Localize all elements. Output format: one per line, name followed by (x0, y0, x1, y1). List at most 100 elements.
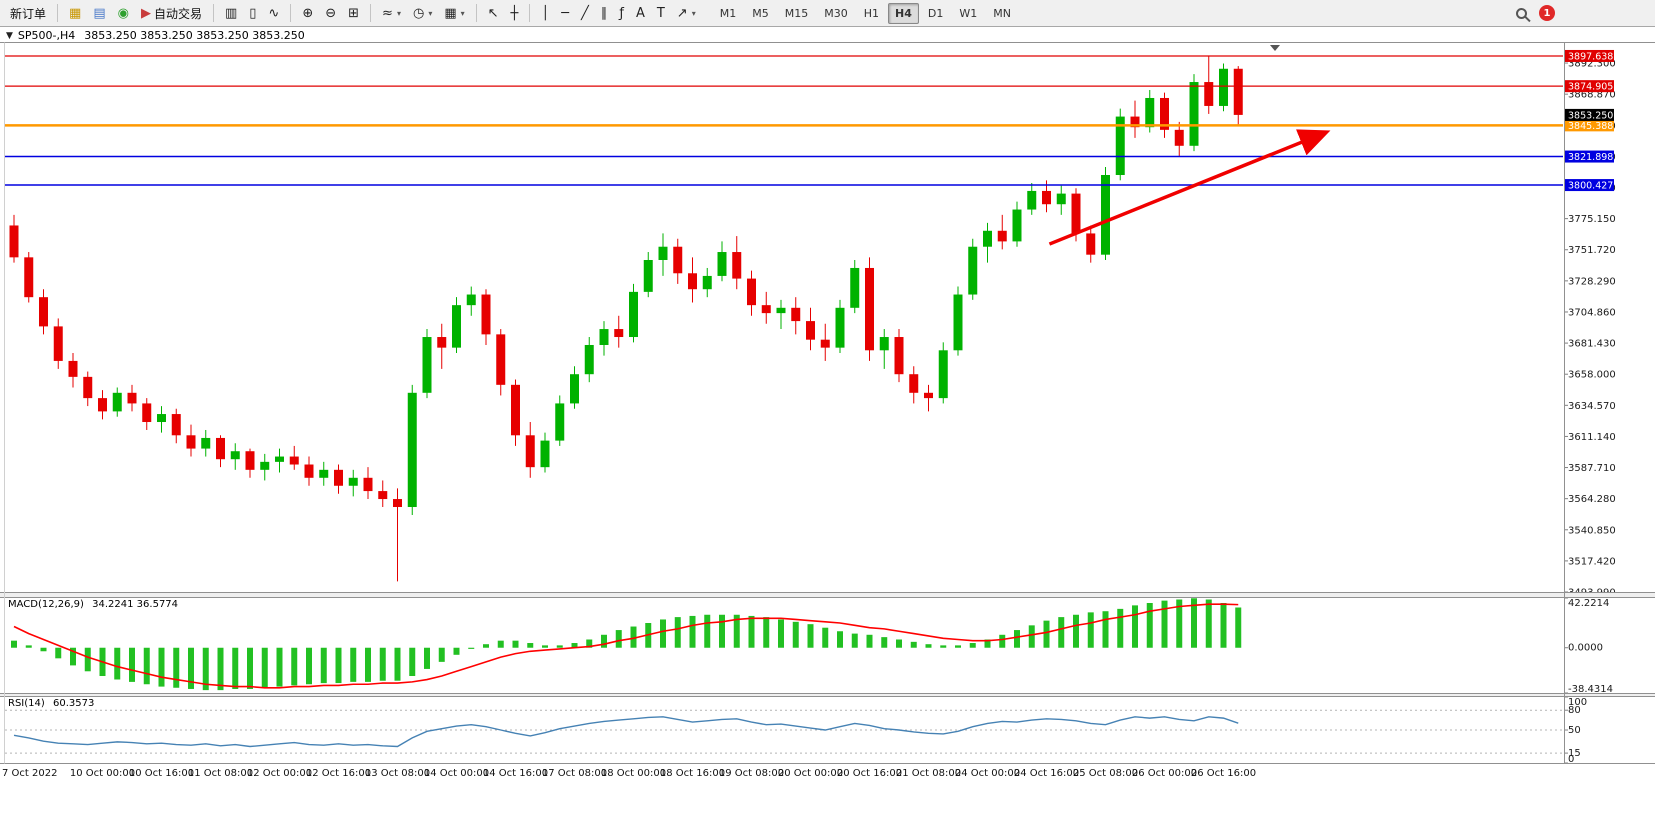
equidistant-channel-button[interactable]: ∥ (596, 5, 613, 22)
tile-windows-button[interactable]: ⊞ (343, 5, 364, 22)
new-order-button[interactable]: 新订单 (5, 3, 51, 24)
trend-arrow-annotation (1048, 129, 1331, 246)
timeframe-group: M1 M5 M15 M30 H1 H4 D1 W1 MN (712, 2, 1019, 24)
profiles-icon: ▤ (93, 5, 106, 21)
profiles-button[interactable]: ▤ (88, 5, 110, 22)
market-watch-button[interactable]: ◉ (113, 5, 134, 22)
text-icon: A (635, 5, 645, 21)
svg-text:3897.638: 3897.638 (1568, 51, 1613, 62)
svg-text:100: 100 (1568, 697, 1587, 708)
svg-text:3868.870: 3868.870 (1568, 90, 1616, 101)
chevron-down-icon[interactable]: ▼ (6, 30, 13, 41)
timeframe-w1-button[interactable]: W1 (959, 6, 978, 20)
svg-text:3728.290: 3728.290 (1568, 276, 1616, 287)
rsi-value: 60.3573 (52, 698, 95, 709)
auto-trading-button[interactable]: ▶ 自动交易 (136, 3, 207, 24)
trendline-button[interactable]: ╱ (576, 5, 594, 22)
toolbar-separator (212, 4, 214, 22)
templates-icon: ▦ (444, 5, 457, 21)
search-icon[interactable] (1516, 7, 1527, 19)
svg-text:3853.250: 3853.250 (1568, 110, 1613, 121)
toolbar: 新订单 ▦ ▤ ◉ ▶ 自动交易 ▥ ▯ ∿ ⊕ ⊖ ⊞ ≈ ▾ ◷ ▾ ▦ ▾ ↖ ┼ │ ─ ╱ ∥ ƒ A T ↗ ▾ M1 M5 M… (0, 0, 1655, 27)
vertical-line-button[interactable]: │ (536, 5, 554, 22)
horizontal-line-icon: ─ (561, 5, 570, 21)
toolbar-separator (57, 4, 59, 22)
svg-text:10 Oct 16:00: 10 Oct 16:00 (129, 768, 194, 779)
symbol-title: SP500-,H4 (17, 29, 76, 42)
trendline-icon: ╱ (581, 5, 589, 21)
zoom-in-button[interactable]: ⊕ (297, 5, 318, 22)
svg-text:20 Oct 16:00: 20 Oct 16:00 (837, 768, 902, 779)
svg-text:3611.140: 3611.140 (1568, 432, 1616, 443)
svg-text:-38.4314: -38.4314 (1568, 684, 1613, 695)
svg-text:3564.280: 3564.280 (1568, 494, 1616, 505)
arrows-icon: ↗ (676, 5, 688, 21)
svg-text:3517.420: 3517.420 (1568, 556, 1616, 567)
svg-text:12 Oct 16:00: 12 Oct 16:00 (306, 768, 371, 779)
svg-text:20 Oct 00:00: 20 Oct 00:00 (778, 768, 843, 779)
timeframe-mn-button[interactable]: MN (993, 6, 1011, 20)
macd-indicator-label: MACD(12,26,9) 34.2241 36.5774 (8, 599, 183, 610)
svg-text:7 Oct 2022: 7 Oct 2022 (2, 768, 57, 779)
rsi-indicator-label: RSI(14) 60.3573 (8, 698, 99, 709)
periods-button[interactable]: ◷ ▾ (408, 5, 437, 22)
line-chart-button[interactable]: ∿ (263, 5, 284, 22)
svg-text:11 Oct 08:00: 11 Oct 08:00 (188, 768, 253, 779)
cursor-button[interactable]: ↖ (483, 5, 504, 22)
zoom-out-icon: ⊖ (325, 5, 337, 21)
timeframe-m30-button[interactable]: M30 (824, 6, 848, 20)
crosshair-button[interactable]: ┼ (506, 5, 524, 22)
arrows-button[interactable]: ↗ ▾ (672, 5, 701, 22)
horizontal-line-button[interactable]: ─ (556, 5, 574, 22)
svg-text:3751.720: 3751.720 (1568, 245, 1616, 256)
macd-values: 34.2241 36.5774 (92, 599, 179, 610)
chevron-down-icon: ▾ (428, 8, 433, 18)
auto-trading-icon: ▶ (140, 5, 151, 21)
svg-text:3821.898: 3821.898 (1568, 152, 1613, 163)
indicators-button[interactable]: ≈ ▾ (377, 5, 406, 22)
timeframe-m15-button[interactable]: M15 (784, 6, 809, 20)
timeframe-h4-button[interactable]: H4 (888, 2, 919, 24)
templates-button[interactable]: ▦ ▾ (439, 5, 469, 22)
svg-text:24 Oct 16:00: 24 Oct 16:00 (1014, 768, 1079, 779)
periods-icon: ◷ (412, 5, 425, 21)
bar-chart-button[interactable]: ▥ (220, 5, 242, 22)
rsi-title: RSI(14) (8, 698, 45, 709)
svg-text:13 Oct 08:00: 13 Oct 08:00 (365, 768, 430, 779)
zoom-in-icon: ⊕ (302, 5, 314, 21)
macd-panel: 42.2214 0.0000 -38.4314 (11, 597, 1613, 695)
svg-text:3634.570: 3634.570 (1568, 401, 1616, 412)
svg-text:0.0000: 0.0000 (1568, 643, 1603, 654)
toolbar-right: 1 (1516, 5, 1555, 21)
svg-text:15: 15 (1568, 748, 1581, 759)
auto-trading-button-label: 自动交易 (153, 6, 202, 21)
chevron-down-icon: ▾ (691, 8, 696, 18)
chevron-down-icon: ▾ (396, 8, 401, 18)
fibonacci-button[interactable]: ƒ (614, 5, 629, 22)
text-button[interactable]: A (631, 5, 650, 22)
svg-text:14 Oct 00:00: 14 Oct 00:00 (424, 768, 489, 779)
chevron-down-icon: ▾ (460, 8, 465, 18)
svg-text:3587.710: 3587.710 (1568, 463, 1616, 474)
chart-shift-marker[interactable] (1270, 45, 1280, 51)
label-button[interactable]: T (652, 5, 670, 22)
svg-text:26 Oct 16:00: 26 Oct 16:00 (1191, 768, 1256, 779)
notification-badge[interactable]: 1 (1539, 5, 1555, 21)
panel-borders (0, 42, 1655, 764)
timeframe-m5-button[interactable]: M5 (752, 6, 769, 20)
timeframe-d1-button[interactable]: D1 (927, 6, 944, 20)
toolbar-groups: 新订单 ▦ ▤ ◉ ▶ 自动交易 ▥ ▯ ∿ ⊕ ⊖ ⊞ ≈ ▾ ◷ ▾ ▦ ▾ ↖ ┼ │ ─ ╱ ∥ ƒ A T ↗ ▾ (4, 0, 702, 26)
toolbar-separator (529, 4, 531, 22)
timeframe-h1-button[interactable]: H1 (863, 6, 879, 20)
zoom-out-button[interactable]: ⊖ (320, 5, 341, 22)
svg-text:24 Oct 00:00: 24 Oct 00:00 (955, 768, 1020, 779)
svg-text:25 Oct 08:00: 25 Oct 08:00 (1073, 768, 1138, 779)
horizontal-level-lines (5, 55, 1563, 186)
new-chart-button[interactable]: ▦ (64, 5, 86, 22)
candlestick-chart-button[interactable]: ▯ (244, 5, 261, 22)
ohlc-values: 3853.250 3853.250 3853.250 3853.250 (84, 29, 305, 42)
svg-text:21 Oct 08:00: 21 Oct 08:00 (896, 768, 961, 779)
timeframe-m1-button[interactable]: M1 (719, 6, 737, 20)
